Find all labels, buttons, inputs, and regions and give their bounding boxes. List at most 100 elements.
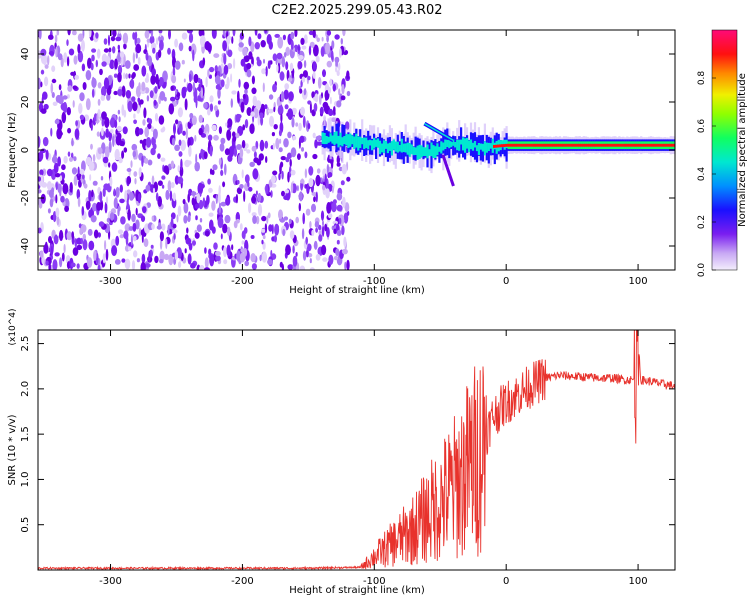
noise-speck xyxy=(264,223,268,234)
noise-speck xyxy=(209,95,214,103)
noise-speck xyxy=(207,108,211,116)
noise-speck xyxy=(178,151,183,157)
noise-speck xyxy=(127,208,131,221)
noise-speck xyxy=(75,173,82,181)
noise-speck xyxy=(152,47,156,54)
noise-speck xyxy=(55,46,58,58)
noise-speck xyxy=(192,49,195,62)
noise-speck xyxy=(207,69,210,78)
y-tick-label: 0.5 xyxy=(20,517,31,533)
signal-body xyxy=(458,139,461,151)
noise-speck xyxy=(339,48,342,58)
noise-speck xyxy=(242,47,248,57)
noise-speck xyxy=(52,259,58,270)
noise-speck xyxy=(238,42,244,48)
signal-core xyxy=(526,143,529,147)
noise-speck xyxy=(260,40,266,48)
noise-speck xyxy=(256,56,260,62)
noise-speck xyxy=(80,237,84,245)
colorbar-tick-label: 0.0 xyxy=(697,263,707,278)
noise-speck xyxy=(69,157,73,162)
noise-speck xyxy=(206,194,210,205)
noise-speck xyxy=(121,150,125,159)
noise-speck xyxy=(224,214,231,224)
noise-speck xyxy=(335,66,338,73)
noise-speck xyxy=(173,257,177,265)
noise-speck xyxy=(122,126,128,135)
noise-speck xyxy=(158,115,165,125)
noise-speck xyxy=(241,240,245,245)
noise-speck xyxy=(223,53,227,65)
noise-speck xyxy=(105,196,109,205)
signal-core xyxy=(554,143,557,147)
noise-speck xyxy=(312,71,316,79)
noise-speck xyxy=(104,146,110,159)
noise-speck xyxy=(321,244,327,256)
noise-speck xyxy=(172,66,176,78)
noise-speck xyxy=(38,189,42,194)
noise-speck xyxy=(104,117,110,128)
noise-speck xyxy=(299,88,303,94)
noise-speck xyxy=(175,90,178,95)
signal-body xyxy=(422,147,425,156)
noise-speck xyxy=(327,172,333,178)
noise-speck xyxy=(257,33,262,40)
noise-speck xyxy=(147,123,152,130)
noise-speck xyxy=(115,135,122,146)
signal-edge xyxy=(493,135,496,165)
noise-speck xyxy=(168,30,171,40)
signal-body xyxy=(375,139,378,147)
noise-speck xyxy=(283,89,289,100)
noise-speck xyxy=(105,128,109,139)
noise-speck xyxy=(306,184,310,195)
noise-speck xyxy=(231,36,234,44)
noise-speck xyxy=(144,126,149,138)
noise-speck xyxy=(219,143,225,152)
noise-speck xyxy=(137,97,141,103)
noise-speck xyxy=(170,160,175,169)
colorbar-label: Normalized spectral amplitude xyxy=(737,73,748,227)
noise-speck xyxy=(297,60,303,70)
noise-speck xyxy=(125,73,128,80)
noise-speck xyxy=(290,169,296,176)
noise-speck xyxy=(272,170,278,176)
signal-core xyxy=(578,143,581,147)
signal-body xyxy=(321,132,324,144)
signal-core xyxy=(493,145,496,148)
noise-speck xyxy=(96,253,99,265)
noise-speck xyxy=(38,30,42,40)
noise-speck xyxy=(271,224,274,235)
noise-speck xyxy=(121,258,126,263)
noise-speck xyxy=(97,82,102,89)
noise-speck xyxy=(73,55,78,65)
signal-core xyxy=(570,143,573,147)
signal-body xyxy=(479,143,482,150)
noise-speck xyxy=(248,202,252,214)
colorbar-tick-label: 0.4 xyxy=(697,167,707,182)
noise-speck xyxy=(265,156,268,163)
noise-speck xyxy=(215,84,220,90)
noise-speck xyxy=(305,208,311,216)
noise-speck xyxy=(131,213,136,223)
noise-speck xyxy=(264,104,268,109)
noise-speck xyxy=(171,137,176,146)
signal-body xyxy=(462,137,465,151)
noise-speck xyxy=(103,48,109,53)
noise-speck xyxy=(90,62,94,71)
noise-speck xyxy=(298,202,301,212)
noise-speck xyxy=(118,116,121,123)
signal-core xyxy=(609,143,612,147)
signal-body xyxy=(475,145,479,152)
noise-speck xyxy=(82,174,85,180)
noise-speck xyxy=(288,165,292,178)
signal-body xyxy=(323,133,326,145)
noise-speck xyxy=(296,185,299,192)
noise-speck xyxy=(69,182,73,193)
noise-speck xyxy=(78,103,83,114)
noise-speck xyxy=(71,167,78,175)
noise-speck xyxy=(277,36,284,49)
signal-core xyxy=(631,143,634,147)
noise-speck xyxy=(42,53,48,66)
noise-speck xyxy=(214,65,218,73)
